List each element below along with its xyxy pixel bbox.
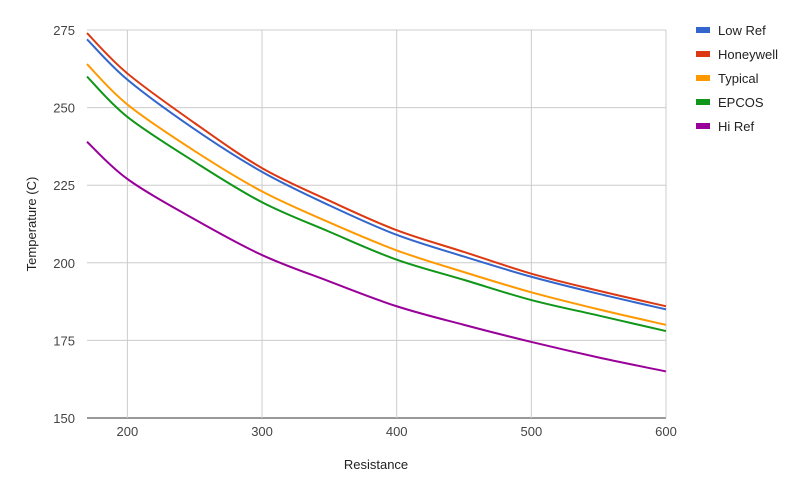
legend-swatch <box>696 27 710 33</box>
series-line-epcos <box>86 75 667 333</box>
x-tick-label: 300 <box>251 424 273 439</box>
legend-label: Low Ref <box>718 23 766 38</box>
y-tick-label: 200 <box>53 256 75 271</box>
x-tick-label: 600 <box>655 424 677 439</box>
x-tick-label: 400 <box>386 424 408 439</box>
y-tick-label: 175 <box>53 333 75 348</box>
x-axis-label: Resistance <box>344 457 408 472</box>
legend-label: Hi Ref <box>718 119 755 134</box>
series-line-hi-ref <box>86 141 667 373</box>
gridlines <box>87 29 667 419</box>
legend-swatch <box>696 75 710 81</box>
legend-label: Typical <box>718 71 759 86</box>
legend-label: Honeywell <box>718 47 778 62</box>
y-tick-label: 250 <box>53 101 75 116</box>
x-tick-label: 500 <box>520 424 542 439</box>
legend-swatch <box>696 51 710 57</box>
series-line-honeywell <box>86 32 667 308</box>
series-line-typical <box>86 63 667 326</box>
y-tick-label: 225 <box>53 178 75 193</box>
x-tick-label: 200 <box>117 424 139 439</box>
y-tick-label: 150 <box>53 411 75 426</box>
legend-label: EPCOS <box>718 95 764 110</box>
y-tick-label: 275 <box>53 23 75 38</box>
series-lines <box>86 32 667 373</box>
legend-swatch <box>696 99 710 105</box>
tick-labels: 150 175 200 225 250 275 200 300 400 500 600 <box>53 23 677 439</box>
legend: Low Ref Honeywell Typical EPCOS Hi Ref <box>696 23 778 134</box>
y-axis-label: Temperature (C) <box>24 177 39 272</box>
legend-swatch <box>696 123 710 129</box>
series-line-low-ref <box>86 38 667 311</box>
